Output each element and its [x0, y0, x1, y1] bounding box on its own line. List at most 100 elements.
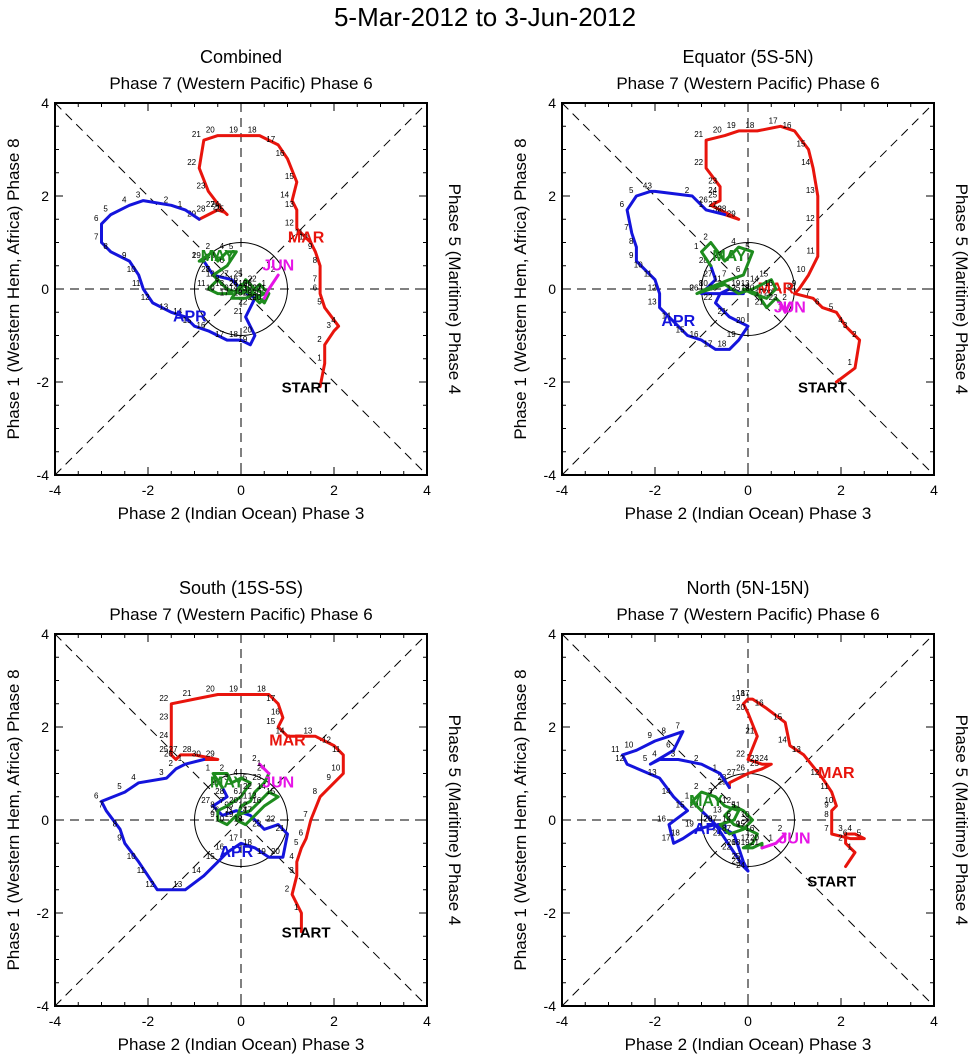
day-number-label: 26 — [690, 284, 699, 293]
day-number-label: 22 — [266, 815, 275, 824]
day-number-label: 7 — [94, 233, 99, 242]
day-number-label: 19 — [238, 335, 247, 344]
day-number-label: 3 — [708, 787, 713, 796]
day-number-label: 4 — [331, 316, 336, 325]
bottom-axis-label: Phase 2 (Indian Ocean) Phase 3 — [118, 1035, 365, 1054]
day-number-label: 11 — [732, 801, 741, 810]
month-label-apr: APR — [219, 844, 253, 861]
day-number-label: 23 — [159, 712, 168, 721]
day-number-label: 24 — [708, 186, 717, 195]
day-number-label: 13 — [713, 805, 722, 814]
day-number-label: 9 — [648, 731, 653, 740]
day-number-label: 5 — [317, 298, 322, 307]
trajectory-may — [690, 790, 764, 850]
day-number-label: 8 — [215, 274, 220, 283]
day-number-label: 8 — [629, 237, 634, 246]
x-tick-label: -4 — [49, 482, 62, 498]
day-number-label: 22 — [187, 158, 196, 167]
day-number-label: 28 — [699, 256, 708, 265]
day-number-label: 7 — [806, 288, 811, 297]
day-number-label: 6 — [843, 829, 848, 838]
day-number-label: 10 — [741, 810, 750, 819]
day-number-label: 16 — [276, 149, 285, 158]
day-number-label: 20 — [206, 684, 215, 693]
day-number-label: 1 — [699, 200, 704, 209]
day-number-label: 7 — [624, 223, 629, 232]
day-number-label: 5 — [103, 205, 108, 214]
day-number-label: 20 — [713, 126, 722, 135]
day-number-label: 5 — [643, 754, 648, 763]
day-number-label: 18 — [243, 838, 252, 847]
x-tick-label: -4 — [556, 482, 569, 498]
day-number-label: 9 — [210, 810, 215, 819]
day-number-label: 19 — [229, 684, 238, 693]
day-number-label: 23 — [252, 773, 261, 782]
panel-title: North (5N-15N) — [686, 578, 809, 598]
day-number-label: 18 — [736, 689, 745, 698]
day-number-label: 16 — [755, 698, 764, 707]
day-number-label: 14 — [229, 284, 238, 293]
day-number-label: 18 — [731, 838, 740, 847]
day-number-label: 1 — [713, 764, 718, 773]
month-label-apr: APR — [661, 313, 695, 330]
month-label-may: MAY — [712, 248, 746, 265]
day-number-label: 29 — [210, 777, 219, 786]
x-tick-label: 0 — [237, 482, 245, 498]
day-number-label: 26 — [727, 838, 736, 847]
day-number-label: 25 — [708, 191, 717, 200]
day-number-label: 9 — [327, 773, 332, 782]
day-number-label: 27 — [169, 745, 178, 754]
day-number-label: 2 — [778, 824, 783, 833]
day-number-label: 10 — [215, 815, 224, 824]
day-number-label: 27 — [708, 200, 717, 209]
day-number-label: 10 — [127, 265, 136, 274]
day-number-label: 16 — [197, 321, 206, 330]
day-number-label: 12 — [806, 214, 815, 223]
day-number-label: 12 — [285, 219, 294, 228]
day-number-label: 21 — [238, 791, 247, 800]
day-number-label: 16 — [783, 121, 792, 130]
day-number-label: 28 — [197, 205, 206, 214]
day-number-label: 20 — [252, 293, 261, 302]
y-tick-label: 0 — [41, 812, 49, 828]
day-number-label: 6 — [727, 810, 732, 819]
day-number-label: 13 — [248, 791, 257, 800]
y-tick-label: 4 — [41, 95, 49, 111]
left-axis-label: Phase 1 (Western Hem, Africa) Phase 8 — [4, 669, 23, 970]
trajectory-mar — [704, 124, 862, 384]
day-number-label: 21 — [234, 307, 243, 316]
day-number-label: 2 — [220, 764, 225, 773]
day-number-label: 8 — [313, 787, 318, 796]
day-number-label: 23 — [769, 293, 778, 302]
day-number-label: 2 — [317, 335, 322, 344]
day-number-label: 8 — [313, 256, 318, 265]
day-number-label: 27 — [252, 284, 261, 293]
day-number-label: 18 — [234, 288, 243, 297]
day-number-label: 19 — [685, 819, 694, 828]
day-number-label: 12 — [648, 284, 657, 293]
day-number-label: 16 — [657, 815, 666, 824]
day-number-label: 24 — [159, 731, 168, 740]
day-number-label: 3 — [136, 191, 141, 200]
day-number-label: 13 — [159, 302, 168, 311]
day-number-label: 3 — [327, 321, 332, 330]
day-number-label: 17 — [755, 288, 764, 297]
day-number-label: 7 — [313, 274, 318, 283]
day-number-label: 10 — [624, 740, 633, 749]
day-number-label: 7 — [722, 270, 727, 279]
day-number-label: 30 — [713, 205, 722, 214]
day-number-label: 19 — [727, 121, 736, 130]
day-number-label: 16 — [229, 274, 238, 283]
day-number-label: 11 — [137, 866, 146, 875]
panel-title: Equator (5S-5N) — [682, 47, 813, 67]
day-number-label: 5 — [294, 838, 299, 847]
day-number-label: 30 — [252, 288, 261, 297]
bottom-axis-label: Phase 2 (Indian Ocean) Phase 3 — [625, 1035, 872, 1054]
day-number-label: 3 — [289, 866, 294, 875]
day-number-label: 24 — [210, 200, 219, 209]
day-number-label: 2 — [694, 782, 699, 791]
day-number-label: 11 — [806, 246, 815, 255]
day-number-label: 1 — [178, 754, 183, 763]
day-number-label: 22 — [248, 274, 257, 283]
